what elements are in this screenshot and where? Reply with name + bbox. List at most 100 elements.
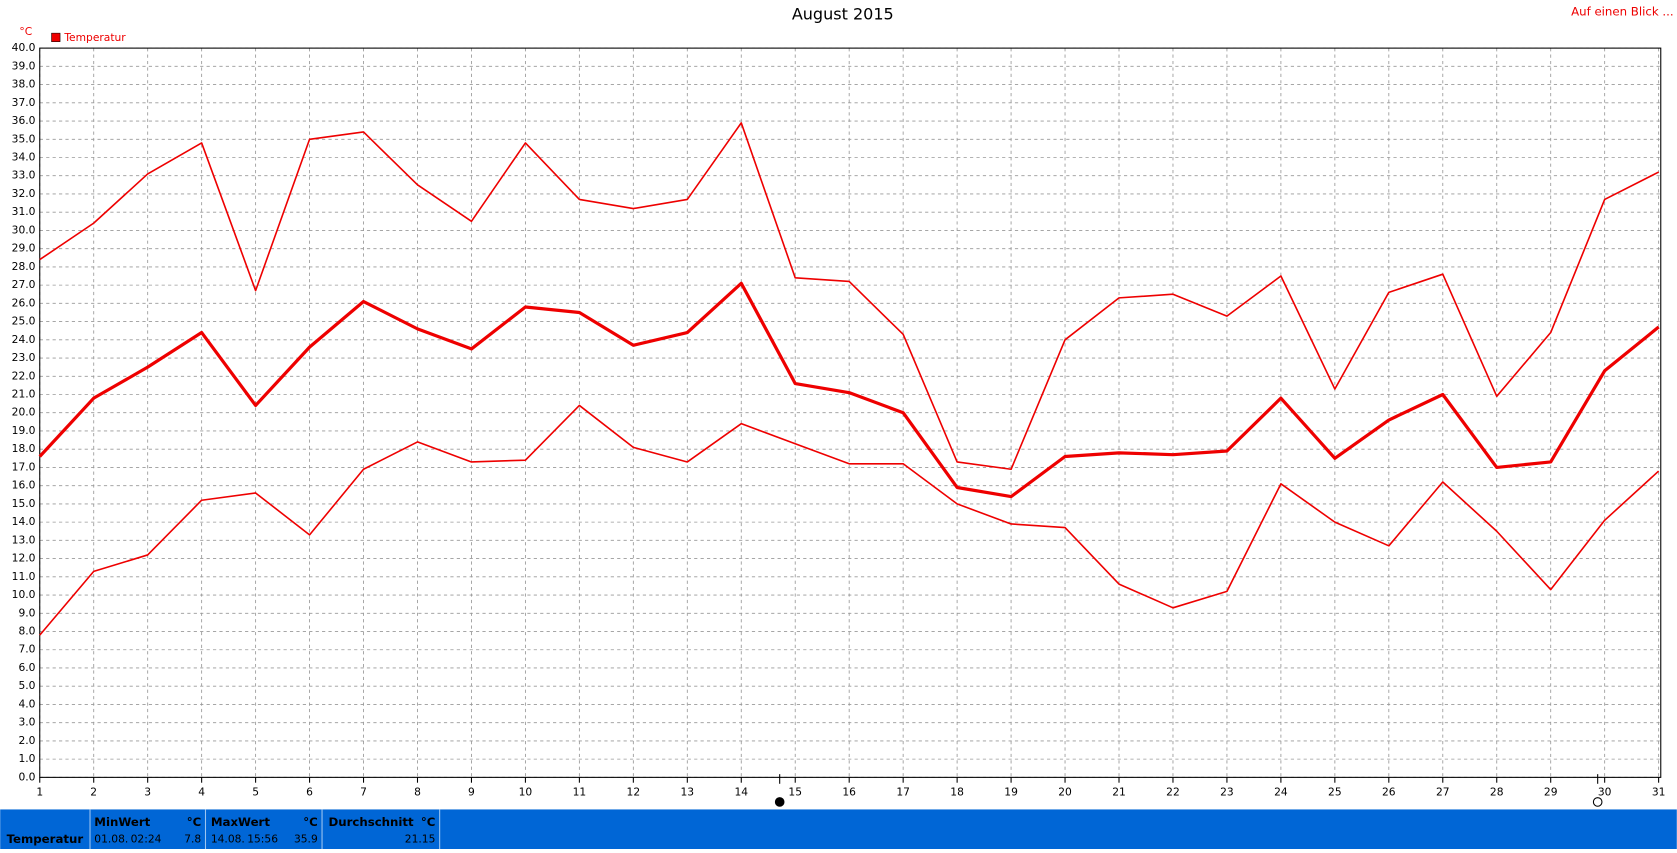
temperature-line (39, 404, 1660, 636)
x-tick-label: 20 (1058, 785, 1072, 798)
temperature-line (39, 122, 1659, 471)
cell-date: 14.08. (211, 832, 245, 845)
x-tick-label: 17 (896, 785, 910, 798)
y-tick-label: 38.0 (12, 78, 36, 91)
temperature-line (38, 281, 1660, 499)
y-tick-label: 40.0 (12, 41, 36, 54)
y-tick-label: 34.0 (12, 151, 36, 164)
x-tick-label: 2 (90, 785, 97, 798)
x-tick-label: 21 (1112, 785, 1126, 798)
y-tick-label: 4.0 (18, 697, 35, 710)
y-tick-label: 9.0 (18, 606, 35, 619)
x-tick-label: 31 (1652, 785, 1666, 798)
y-tick-label: 20.0 (12, 406, 36, 419)
y-tick-label: 8.0 (18, 625, 35, 638)
y-tick-label: 29.0 (12, 242, 36, 255)
x-tick-label: 7 (360, 785, 367, 798)
y-tick-label: 11.0 (12, 570, 36, 583)
x-tick-label: 5 (252, 785, 259, 798)
chart-title: August 2015 (792, 4, 894, 23)
y-tick-label: 21.0 (12, 388, 36, 401)
cell-value: 21.15 (405, 832, 436, 845)
cell-time: 15:56 (247, 832, 278, 845)
y-tick-label: 13.0 (12, 533, 36, 546)
x-tick-label: 18 (950, 785, 964, 798)
x-tick-label: 8 (414, 785, 421, 798)
y-tick-label: 25.0 (12, 315, 36, 328)
y-unit: °C (19, 25, 32, 38)
y-tick-label: 6.0 (18, 661, 35, 674)
legend-swatch (51, 32, 61, 42)
y-tick-label: 33.0 (12, 169, 36, 182)
y-tick-label: 36.0 (12, 114, 36, 127)
new-moon-icon (774, 797, 785, 807)
x-tick-label: 4 (198, 785, 205, 798)
y-tick-label: 22.0 (12, 369, 36, 382)
y-tick-label: 23.0 (12, 351, 36, 364)
y-tick-label: 30.0 (12, 223, 36, 236)
y-tick-label: 18.0 (12, 442, 36, 455)
cell-unit: °C (303, 815, 318, 829)
y-tick-label: 24.0 (12, 333, 36, 346)
plot-frame (39, 47, 1662, 778)
x-tick-label: 14 (734, 785, 748, 798)
y-tick-label: 10.0 (12, 588, 36, 601)
x-tick-label: 11 (573, 785, 587, 798)
legend-label: Temperatur (63, 31, 126, 44)
cell-value: 35.9 (294, 832, 318, 845)
x-tick-label: 25 (1328, 785, 1342, 798)
summary-bar (0, 809, 1677, 849)
x-tick-label: 23 (1220, 785, 1234, 798)
y-tick-label: 35.0 (12, 132, 36, 145)
cell-time: 02:24 (131, 832, 162, 845)
y-tick-label: 26.0 (12, 296, 36, 309)
y-tick-label: 5.0 (18, 679, 35, 692)
y-tick-label: 16.0 (12, 479, 36, 492)
x-tick-label: 6 (306, 785, 313, 798)
x-tick-label: 29 (1544, 785, 1558, 798)
x-tick-label: 30 (1598, 785, 1612, 798)
x-tick-label: 9 (468, 785, 475, 798)
y-tick-label: 3.0 (18, 716, 35, 729)
full-moon-icon (1592, 797, 1603, 807)
summary-label: Temperatur (7, 832, 84, 846)
cell-title: MaxWert (211, 815, 271, 829)
x-tick-label: 1 (36, 785, 43, 798)
y-tick-label: 17.0 (12, 460, 36, 473)
x-tick-label: 27 (1436, 785, 1450, 798)
x-tick-label: 16 (842, 785, 856, 798)
y-tick-label: 2.0 (18, 734, 35, 747)
overview-link[interactable]: Auf einen Blick ... (1571, 4, 1674, 18)
y-tick-label: 27.0 (12, 278, 36, 291)
summary-table: Temperatur MinWert °C 01.08. 02:24 7.8 MaxWert… (7, 809, 441, 849)
y-tick-label: 12.0 (12, 552, 36, 565)
x-tick-label: 19 (1004, 785, 1018, 798)
plot-area: 0.01.02.03.04.05.06.07.08.09.010.011.012… (12, 41, 1666, 798)
x-tick-label: 12 (627, 785, 641, 798)
y-tick-label: 1.0 (18, 752, 35, 765)
cell-value: 7.8 (184, 832, 201, 845)
y-tick-label: 14.0 (12, 515, 36, 528)
x-tick-label: 28 (1490, 785, 1504, 798)
cell-date: 01.08. (94, 832, 128, 845)
y-tick-label: 32.0 (12, 187, 36, 200)
y-tick-label: 28.0 (12, 260, 36, 273)
x-tick-label: 24 (1274, 785, 1288, 798)
y-tick-label: 15.0 (12, 497, 36, 510)
x-tick-label: 3 (144, 785, 151, 798)
y-tick-label: 7.0 (18, 643, 35, 656)
y-tick-label: 31.0 (12, 205, 36, 218)
y-tick-label: 19.0 (12, 424, 36, 437)
x-tick-label: 13 (681, 785, 695, 798)
cell-title: Durchschnitt (328, 815, 414, 829)
x-tick-label: 22 (1166, 785, 1180, 798)
cell-unit: °C (187, 815, 201, 829)
x-tick-label: 26 (1382, 785, 1396, 798)
cell-title: MinWert (94, 815, 150, 829)
y-tick-label: 39.0 (12, 59, 36, 72)
y-tick-label: 37.0 (12, 96, 36, 109)
cell-unit: °C (421, 815, 436, 829)
x-tick-label: 10 (519, 785, 533, 798)
